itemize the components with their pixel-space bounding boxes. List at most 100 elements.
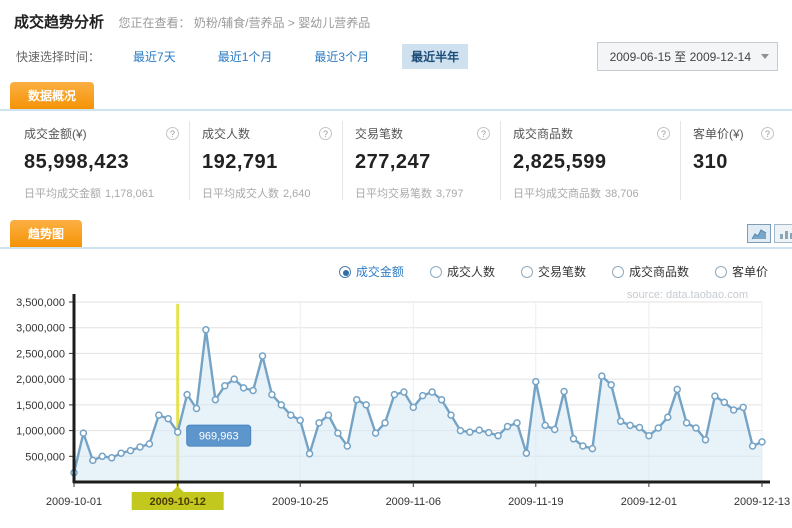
data-point[interactable] <box>711 392 719 400</box>
data-point[interactable] <box>626 421 634 430</box>
data-point[interactable] <box>692 424 700 432</box>
data-point[interactable] <box>560 387 568 396</box>
data-point[interactable] <box>654 424 663 432</box>
data-point[interactable] <box>192 404 201 413</box>
data-point[interactable] <box>287 411 295 419</box>
data-point[interactable] <box>277 401 286 409</box>
help-icon[interactable]: ? <box>477 127 490 140</box>
data-point[interactable] <box>701 436 710 444</box>
data-point[interactable] <box>758 438 766 446</box>
data-point[interactable] <box>173 428 182 436</box>
data-point[interactable] <box>145 440 154 448</box>
data-point[interactable] <box>484 428 493 437</box>
breadcrumb-leaf: 婴幼儿营养品 <box>298 16 371 30</box>
help-icon[interactable]: ? <box>657 127 670 140</box>
data-point[interactable] <box>579 442 587 450</box>
time-option-halfyear[interactable]: 最近半年 <box>402 43 469 69</box>
data-point[interactable] <box>673 385 681 394</box>
data-point[interactable] <box>117 449 125 457</box>
data-point[interactable] <box>645 431 653 440</box>
data-point[interactable] <box>616 417 625 426</box>
radio-buyers[interactable]: 成交人数 <box>429 263 495 280</box>
radio-orders[interactable]: 交易笔数 <box>520 263 586 280</box>
data-point[interactable] <box>211 395 220 404</box>
data-point[interactable] <box>588 444 597 453</box>
data-point[interactable] <box>343 442 352 450</box>
data-point[interactable] <box>258 352 267 360</box>
data-point[interactable] <box>569 435 578 443</box>
data-point[interactable] <box>541 421 549 430</box>
data-point[interactable] <box>126 446 135 455</box>
data-point[interactable] <box>334 429 342 437</box>
help-icon[interactable]: ? <box>761 127 774 140</box>
data-point[interactable] <box>418 391 427 400</box>
data-point[interactable] <box>230 375 238 383</box>
data-point[interactable] <box>352 395 361 404</box>
help-icon[interactable]: ? <box>319 127 332 140</box>
data-point[interactable] <box>729 406 738 414</box>
data-point[interactable] <box>183 390 191 399</box>
data-point[interactable] <box>513 419 521 427</box>
data-point[interactable] <box>155 411 163 419</box>
data-point[interactable] <box>315 419 323 427</box>
data-point[interactable] <box>221 382 229 390</box>
data-point[interactable] <box>466 428 474 436</box>
data-point[interactable] <box>202 326 210 334</box>
data-point[interactable] <box>447 411 455 419</box>
data-point[interactable] <box>79 429 88 437</box>
area-chart-icon[interactable] <box>747 224 771 243</box>
radio-price-per-customer[interactable]: 客单价 <box>714 263 768 280</box>
time-option-3months[interactable]: 最近3个月 <box>314 49 370 64</box>
data-point[interactable] <box>324 411 333 419</box>
metric-value: 192,791 <box>202 151 278 173</box>
radio-amount[interactable]: 成交金额 <box>338 263 404 280</box>
data-point[interactable] <box>598 372 606 380</box>
data-point[interactable] <box>664 413 672 421</box>
data-point[interactable] <box>494 431 502 440</box>
data-point[interactable] <box>409 403 418 412</box>
radio-label: 成交商品数 <box>628 265 689 279</box>
data-point[interactable] <box>475 426 484 434</box>
data-point[interactable] <box>635 423 644 432</box>
bar-chart-icon[interactable] <box>774 224 792 243</box>
data-point[interactable] <box>428 388 436 396</box>
data-point[interactable] <box>748 442 757 450</box>
time-option-7days[interactable]: 最近7天 <box>133 49 176 64</box>
y-tick-label: 500,000 <box>25 451 65 463</box>
data-point[interactable] <box>107 454 116 462</box>
data-point[interactable] <box>400 388 408 396</box>
date-range-dropdown[interactable]: 2009-06-15 至 2009-12-14 <box>596 41 778 71</box>
data-point[interactable] <box>682 419 691 427</box>
data-point[interactable] <box>164 414 172 423</box>
data-point[interactable] <box>503 422 512 431</box>
data-point[interactable] <box>98 452 107 461</box>
data-point[interactable] <box>522 449 531 457</box>
data-point[interactable] <box>89 456 97 465</box>
data-point[interactable] <box>381 419 389 427</box>
data-point[interactable] <box>390 390 399 399</box>
data-point[interactable] <box>268 390 276 399</box>
data-point[interactable] <box>739 403 747 412</box>
data-point[interactable] <box>550 425 559 434</box>
data-point[interactable] <box>239 384 248 392</box>
chart-metric-radios: 成交金额 成交人数 交易笔数 成交商品数 客单价 <box>0 263 768 280</box>
data-point[interactable] <box>720 398 729 407</box>
data-point[interactable] <box>607 381 615 389</box>
data-point[interactable] <box>249 386 257 395</box>
trend-line-chart[interactable]: 500,000 1,000,000 1,500,000 2,000,000 2,500,… <box>0 286 792 522</box>
data-point[interactable] <box>296 416 304 425</box>
x-tick-label: 2009-10-25 <box>272 496 328 508</box>
time-option-1month[interactable]: 最近1个月 <box>217 49 273 64</box>
help-icon[interactable]: ? <box>166 127 179 140</box>
radio-icon <box>714 265 727 278</box>
data-point[interactable] <box>362 401 370 409</box>
data-point[interactable] <box>456 426 465 435</box>
data-point[interactable] <box>532 377 540 386</box>
data-point[interactable] <box>136 443 144 451</box>
radio-items[interactable]: 成交商品数 <box>611 263 689 280</box>
data-point[interactable] <box>371 429 380 437</box>
radio-label: 成交人数 <box>446 265 495 279</box>
data-point[interactable] <box>437 395 446 404</box>
data-point[interactable] <box>305 449 314 458</box>
